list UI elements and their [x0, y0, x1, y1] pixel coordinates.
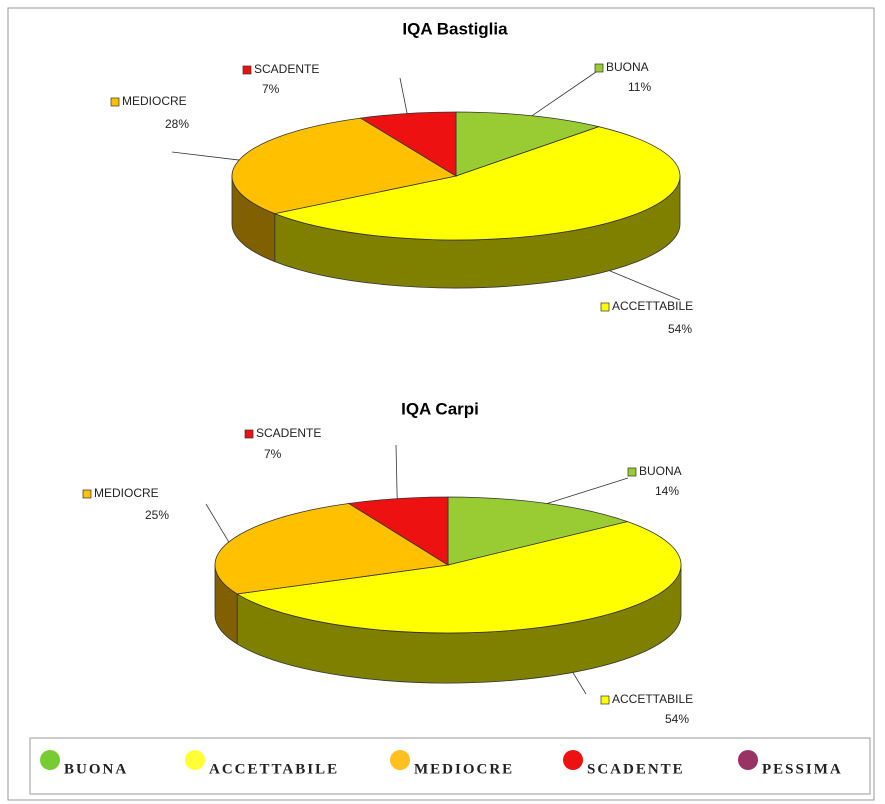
pie-slice: [347, 496, 449, 566]
slice-value: 11%: [628, 80, 651, 94]
label-swatch: [600, 695, 610, 705]
slice-label: BUONA: [606, 60, 649, 74]
leader-line: [531, 71, 597, 117]
legend-box: [29, 737, 871, 795]
slice-label: MEDIOCRE: [122, 94, 187, 108]
pie-slice: [231, 117, 458, 215]
pie-slice: [447, 496, 629, 566]
leader-line: [395, 444, 398, 499]
legend-dot: [563, 750, 583, 770]
pie-slice: [455, 111, 601, 177]
slice-label: ACCETTABILE: [612, 299, 693, 313]
legend-label: PESSIMA: [762, 761, 843, 777]
legend-dot: [40, 750, 60, 770]
legend-label: MEDIOCRE: [414, 761, 514, 777]
label-swatch: [627, 467, 637, 477]
slice-value: 54%: [668, 322, 692, 336]
legend-label: BUONA: [64, 761, 128, 777]
chart-title: IQA Carpi: [401, 399, 479, 418]
slice-value: 7%: [262, 82, 280, 96]
slice-value: 54%: [665, 712, 689, 726]
label-swatch: [242, 65, 252, 75]
pie-slice: [236, 521, 682, 634]
slice-label: BUONA: [639, 464, 682, 478]
label-swatch: [594, 63, 604, 73]
slice-label: ACCETTABILE: [612, 692, 693, 706]
slice-label: MEDIOCRE: [94, 486, 159, 500]
label-swatch: [600, 302, 610, 312]
slice-value: 28%: [165, 117, 189, 131]
label-swatch: [82, 489, 92, 499]
leader-line: [572, 672, 587, 695]
slice-label: SCADENTE: [256, 426, 321, 440]
leader-line: [609, 270, 681, 301]
label-swatch: [110, 97, 120, 107]
leader-line: [205, 503, 230, 543]
leader-line: [171, 151, 240, 161]
label-swatch: [244, 429, 254, 439]
legend-dot: [738, 750, 758, 770]
legend-label: ACCETTABILE: [209, 761, 339, 777]
leader-line: [547, 477, 629, 504]
legend-dot: [185, 750, 205, 770]
slice-value: 14%: [655, 484, 679, 498]
leader-line: [399, 77, 408, 114]
chart-title: IQA Bastiglia: [402, 19, 508, 38]
legend-dot: [390, 750, 410, 770]
slice-value: 7%: [264, 447, 282, 461]
legend-label: SCADENTE: [587, 761, 685, 777]
pie-slice: [214, 503, 450, 595]
pie-slice: [273, 126, 681, 241]
slice-value: 25%: [145, 508, 169, 522]
slice-label: SCADENTE: [254, 62, 319, 76]
